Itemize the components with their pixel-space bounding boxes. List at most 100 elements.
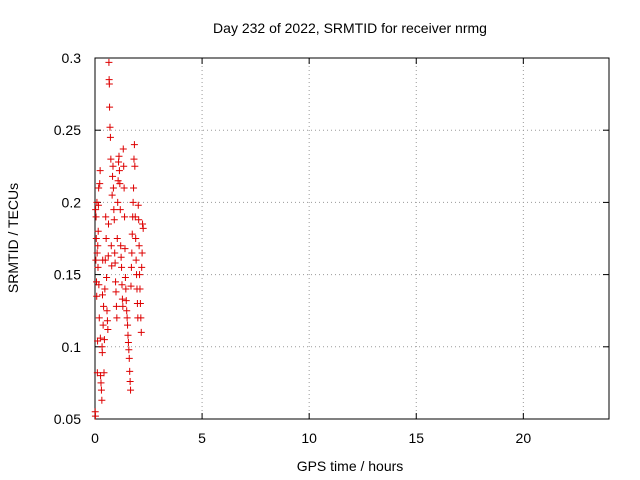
data-point xyxy=(138,263,146,271)
data-point xyxy=(116,180,124,188)
data-point xyxy=(120,162,128,170)
data-point xyxy=(127,282,135,290)
data-point xyxy=(123,314,131,322)
data-point xyxy=(97,379,105,387)
data-point xyxy=(111,259,119,267)
data-point xyxy=(107,155,115,163)
data-point xyxy=(101,256,109,264)
data-point xyxy=(136,285,144,293)
data-point xyxy=(115,167,123,175)
data-point xyxy=(104,325,112,333)
data-point xyxy=(124,338,132,346)
data-point xyxy=(114,198,122,206)
y-tick-labels: 0.05 0.1 0.15 0.2 0.25 0.3 xyxy=(54,50,81,427)
data-point xyxy=(103,317,111,325)
data-point xyxy=(100,336,108,344)
data-point xyxy=(124,331,132,339)
y-tick-label: 0.1 xyxy=(62,339,82,355)
data-point xyxy=(104,252,112,260)
data-point xyxy=(101,285,109,293)
data-point xyxy=(128,230,136,238)
data-point xyxy=(100,302,108,310)
data-point xyxy=(92,235,100,242)
data-point xyxy=(106,133,114,141)
x-axis-label: GPS time / hours xyxy=(297,458,404,474)
data-point xyxy=(93,292,101,300)
data-point xyxy=(138,249,146,257)
data-point xyxy=(127,263,135,271)
x-tick-labels: 0 5 10 15 20 xyxy=(91,430,531,446)
data-point xyxy=(104,220,112,228)
data-point xyxy=(122,297,130,305)
data-point xyxy=(109,162,117,170)
x-tick-label: 15 xyxy=(408,430,424,446)
y-tick-label: 0.05 xyxy=(54,411,81,427)
data-points xyxy=(91,58,147,420)
data-point xyxy=(121,273,129,281)
data-point xyxy=(109,184,117,192)
data-point xyxy=(100,369,108,377)
chart-title: Day 232 of 2022, SRMTID for receiver nrm… xyxy=(213,20,487,36)
data-point xyxy=(103,273,111,281)
data-point xyxy=(92,206,100,214)
data-point xyxy=(131,213,139,221)
data-point xyxy=(108,262,116,270)
data-point xyxy=(99,321,107,329)
data-point xyxy=(98,291,106,299)
data-point xyxy=(94,227,102,235)
plot-frame xyxy=(94,57,610,420)
data-point xyxy=(96,180,104,188)
data-point xyxy=(102,213,110,221)
data-point xyxy=(135,216,143,224)
data-point xyxy=(129,198,137,206)
data-point xyxy=(106,103,114,111)
data-point xyxy=(128,249,136,257)
data-point xyxy=(93,249,101,257)
data-point xyxy=(105,80,113,88)
data-point xyxy=(113,235,121,242)
data-point xyxy=(116,206,124,214)
data-point xyxy=(135,242,143,250)
data-point xyxy=(102,235,110,242)
data-point xyxy=(111,249,119,257)
data-point xyxy=(126,377,134,385)
y-tick-label: 0.3 xyxy=(62,50,82,66)
data-point xyxy=(95,314,103,322)
data-point xyxy=(97,386,105,394)
data-point xyxy=(118,295,126,303)
data-point xyxy=(118,263,126,271)
data-point xyxy=(123,307,131,315)
axis-ticks xyxy=(94,57,609,420)
data-point xyxy=(130,184,138,192)
data-point xyxy=(122,285,130,293)
data-point xyxy=(112,278,120,286)
y-tick-label: 0.2 xyxy=(62,194,82,210)
data-point xyxy=(103,307,111,315)
data-point xyxy=(113,314,121,322)
data-point xyxy=(112,288,120,296)
data-point xyxy=(117,253,125,261)
data-point xyxy=(119,302,127,310)
data-point xyxy=(136,299,144,307)
data-point xyxy=(106,123,114,131)
data-point xyxy=(132,235,140,242)
data-point xyxy=(139,220,147,228)
data-point xyxy=(105,58,113,66)
data-point xyxy=(119,145,127,153)
data-point xyxy=(107,242,115,250)
data-point xyxy=(114,177,122,185)
data-point xyxy=(130,155,138,163)
data-point xyxy=(130,141,138,149)
data-point xyxy=(117,242,125,250)
x-tick-label: 10 xyxy=(301,430,317,446)
y-tick-label: 0.15 xyxy=(54,267,81,283)
data-point xyxy=(109,172,117,180)
data-point xyxy=(131,162,139,170)
data-point xyxy=(121,245,129,253)
y-tick-label: 0.25 xyxy=(54,122,81,138)
data-point xyxy=(127,386,135,394)
data-point xyxy=(115,152,123,160)
data-point xyxy=(110,206,118,214)
data-point xyxy=(121,213,129,221)
